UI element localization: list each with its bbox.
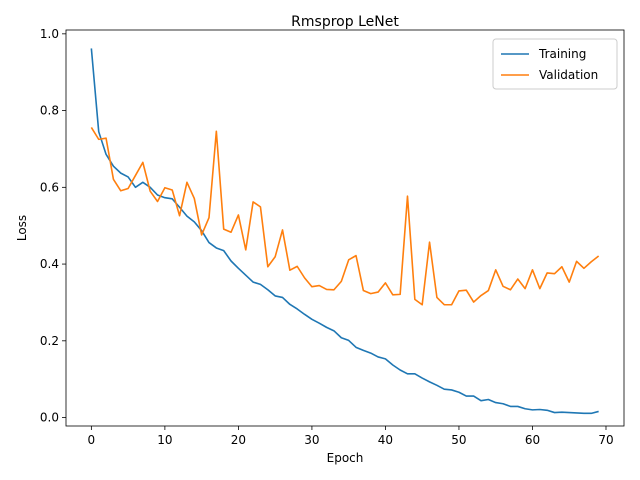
chart-title: Rmsprop LeNet	[291, 14, 399, 30]
y-tick-label: 0.8	[40, 104, 59, 118]
series-lines	[90, 48, 600, 415]
series-line-validation	[90, 127, 600, 306]
x-tick-label: 70	[598, 433, 613, 447]
x-tick-label: 20	[231, 433, 246, 447]
y-tick-label: 0.0	[40, 411, 59, 425]
legend-box	[492, 38, 618, 90]
y-axis-label: Loss	[15, 215, 29, 241]
y-tick-label: 0.4	[40, 257, 59, 271]
plot-frame	[65, 29, 625, 427]
x-tick-label: 60	[525, 433, 540, 447]
y-axis: 0.0 0.2 0.4 0.6 0.8 1.0	[40, 27, 66, 425]
y-tick-label: 0.2	[40, 334, 59, 348]
legend-label-validation: Validation	[539, 68, 598, 82]
x-axis: 0 10 20 30 40 50 60 70	[88, 426, 614, 447]
x-tick-label: 40	[378, 433, 393, 447]
x-tick-label: 0	[88, 433, 96, 447]
x-axis-label: Epoch	[327, 451, 364, 465]
x-tick-label: 30	[304, 433, 319, 447]
y-tick-label: 0.6	[40, 180, 59, 194]
legend: Training Validation	[492, 38, 618, 90]
x-tick-label: 50	[451, 433, 466, 447]
legend-label-training: Training	[538, 47, 586, 61]
x-tick-label: 10	[157, 433, 172, 447]
y-tick-label: 1.0	[40, 27, 59, 41]
